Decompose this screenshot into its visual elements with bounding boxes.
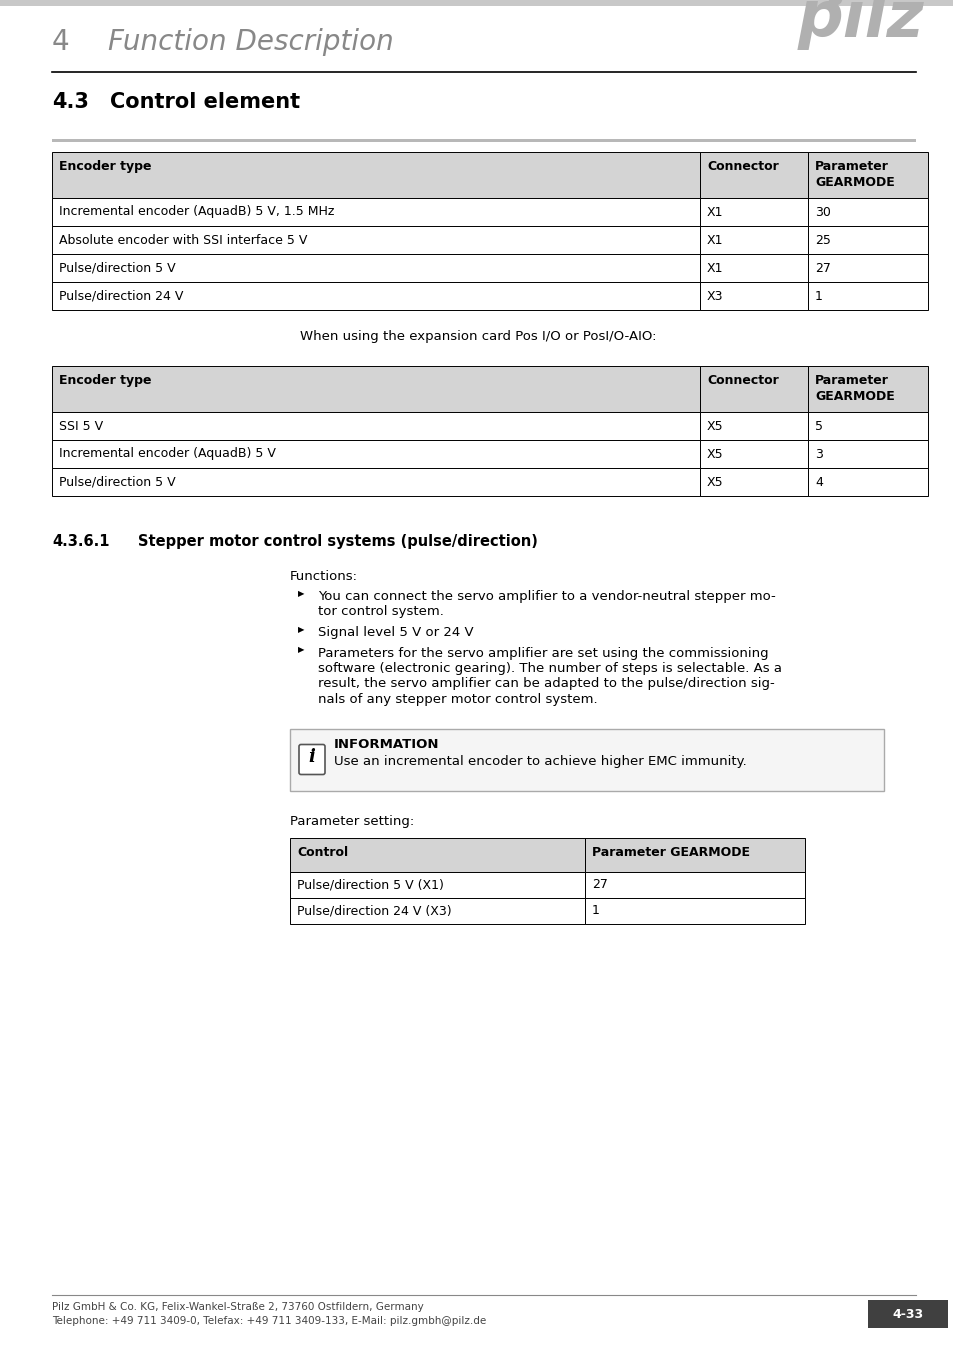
Text: Encoder type: Encoder type [59, 161, 152, 173]
Text: result, the servo amplifier can be adapted to the pulse/direction sig-: result, the servo amplifier can be adapt… [317, 678, 774, 690]
Text: tor control system.: tor control system. [317, 606, 443, 618]
Text: Incremental encoder (AquadB) 5 V: Incremental encoder (AquadB) 5 V [59, 447, 275, 460]
Bar [807, 225, 927, 254]
Text: X5: X5 [706, 420, 723, 432]
Text: Functions:: Functions: [290, 570, 357, 583]
Bar [807, 468, 927, 495]
Text: When using the expansion card Pos I/O or PosI/O-AIO:: When using the expansion card Pos I/O or… [299, 329, 656, 343]
Bar [807, 412, 927, 440]
Bar [867, 1300, 947, 1328]
Bar [52, 366, 700, 412]
Text: software (electronic gearing). The number of steps is selectable. As a: software (electronic gearing). The numbe… [317, 662, 781, 675]
Bar [0, 0, 953, 5]
Text: Absolute encoder with SSI interface 5 V: Absolute encoder with SSI interface 5 V [59, 234, 307, 247]
Text: Control: Control [296, 845, 348, 859]
Text: 30: 30 [814, 205, 830, 219]
Text: Connector: Connector [706, 374, 778, 387]
Text: 4-33: 4-33 [891, 1308, 923, 1320]
Text: Parameters for the servo amplifier are set using the commissioning: Parameters for the servo amplifier are s… [317, 647, 768, 660]
Bar [52, 139, 915, 142]
Bar [700, 412, 807, 440]
Text: 25: 25 [814, 234, 830, 247]
Bar [807, 198, 927, 225]
Bar [807, 254, 927, 282]
Bar [700, 198, 807, 225]
Text: Parameter setting:: Parameter setting: [290, 815, 414, 829]
Bar [52, 440, 700, 468]
Bar [52, 468, 700, 495]
Text: Parameter
GEARMODE: Parameter GEARMODE [814, 161, 894, 189]
Text: Connector: Connector [706, 161, 778, 173]
Text: 5: 5 [814, 420, 822, 432]
Text: Pilz GmbH & Co. KG, Felix-Wankel-Straße 2, 73760 Ostfildern, Germany: Pilz GmbH & Co. KG, Felix-Wankel-Straße … [52, 1301, 423, 1312]
Text: Pulse/direction 24 V: Pulse/direction 24 V [59, 289, 183, 302]
Text: 27: 27 [592, 878, 607, 891]
Bar [700, 225, 807, 254]
Bar [700, 282, 807, 310]
Bar [700, 366, 807, 412]
Text: 4.3.6.1: 4.3.6.1 [52, 535, 110, 549]
Text: Pulse/direction 5 V: Pulse/direction 5 V [59, 475, 175, 489]
Bar [52, 254, 700, 282]
Text: Encoder type: Encoder type [59, 374, 152, 387]
Text: 4.3: 4.3 [52, 92, 89, 112]
Bar [290, 837, 584, 872]
Text: X1: X1 [706, 262, 722, 274]
Text: i: i [308, 748, 315, 767]
Text: 1: 1 [592, 904, 599, 917]
Text: X1: X1 [706, 205, 722, 219]
Text: INFORMATION: INFORMATION [334, 738, 439, 752]
Text: nals of any stepper motor control system.: nals of any stepper motor control system… [317, 693, 597, 706]
Text: X3: X3 [706, 289, 722, 302]
Text: Pulse/direction 5 V: Pulse/direction 5 V [59, 262, 175, 274]
Text: Parameter
GEARMODE: Parameter GEARMODE [814, 374, 894, 404]
Text: X5: X5 [706, 475, 723, 489]
Text: Function Description: Function Description [108, 28, 394, 55]
Text: X1: X1 [706, 234, 722, 247]
Text: Pulse/direction 5 V (X1): Pulse/direction 5 V (X1) [296, 878, 443, 891]
Bar [807, 282, 927, 310]
Text: Incremental encoder (AquadB) 5 V, 1.5 MHz: Incremental encoder (AquadB) 5 V, 1.5 MH… [59, 205, 334, 219]
Bar [807, 440, 927, 468]
Text: ▶: ▶ [297, 645, 304, 655]
Text: 4: 4 [52, 28, 70, 55]
Bar [700, 254, 807, 282]
Bar [52, 412, 700, 440]
FancyBboxPatch shape [298, 744, 325, 775]
Text: 4: 4 [814, 475, 822, 489]
Text: You can connect the servo amplifier to a vendor-neutral stepper mo-: You can connect the servo amplifier to a… [317, 590, 775, 603]
Bar [584, 837, 804, 872]
Text: Telephone: +49 711 3409-0, Telefax: +49 711 3409-133, E-Mail: pilz.gmbh@pilz.de: Telephone: +49 711 3409-0, Telefax: +49 … [52, 1316, 486, 1326]
Text: X5: X5 [706, 447, 723, 460]
Bar [700, 440, 807, 468]
Bar [700, 153, 807, 198]
Text: Control element: Control element [110, 92, 300, 112]
Bar [700, 468, 807, 495]
Bar [52, 282, 700, 310]
Text: Parameter GEARMODE: Parameter GEARMODE [592, 845, 749, 859]
Text: 27: 27 [814, 262, 830, 274]
Bar [290, 872, 584, 898]
Bar [52, 225, 700, 254]
Text: Use an incremental encoder to achieve higher EMC immunity.: Use an incremental encoder to achieve hi… [334, 755, 746, 768]
Bar [584, 872, 804, 898]
Text: ▶: ▶ [297, 589, 304, 598]
Text: 3: 3 [814, 447, 822, 460]
Bar [290, 898, 584, 923]
Bar [290, 729, 883, 791]
Text: pilz: pilz [797, 0, 923, 50]
Bar [52, 153, 700, 198]
Bar [807, 366, 927, 412]
Text: SSI 5 V: SSI 5 V [59, 420, 103, 432]
Text: ▶: ▶ [297, 625, 304, 634]
Text: Signal level 5 V or 24 V: Signal level 5 V or 24 V [317, 626, 473, 639]
Bar [584, 898, 804, 923]
Text: Stepper motor control systems (pulse/direction): Stepper motor control systems (pulse/dir… [138, 535, 537, 549]
Bar [807, 153, 927, 198]
Bar [52, 198, 700, 225]
Text: 1: 1 [814, 289, 822, 302]
Text: Pulse/direction 24 V (X3): Pulse/direction 24 V (X3) [296, 904, 451, 917]
